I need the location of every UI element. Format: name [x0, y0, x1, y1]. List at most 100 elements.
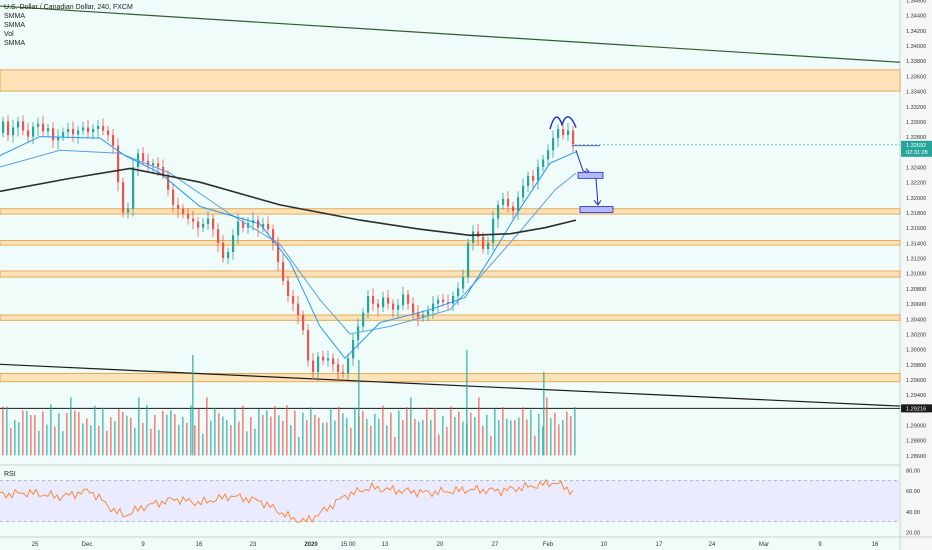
volume-bar	[46, 424, 48, 456]
candle-body	[182, 208, 185, 215]
candle-body	[192, 218, 195, 222]
candle-body	[97, 125, 100, 130]
candle-body	[172, 189, 175, 205]
candle-body	[242, 221, 245, 228]
volume-bar	[26, 411, 28, 456]
candle-body	[502, 198, 505, 205]
candle-body	[107, 130, 110, 136]
indicator-smma-3[interactable]: SMMA	[4, 40, 25, 47]
volume-bar	[418, 421, 420, 456]
volume-bar	[398, 410, 400, 456]
volume-bar	[62, 431, 64, 456]
indicator-smma-2[interactable]: SMMA	[4, 22, 25, 29]
volume-bar	[266, 410, 268, 456]
time-tick-label: 27	[492, 542, 499, 548]
candle-body	[482, 236, 485, 249]
price-tick-label: 1.33400	[906, 90, 926, 96]
volume-bar	[202, 433, 204, 456]
candle-body	[527, 176, 530, 186]
volume-bar	[486, 414, 488, 456]
volume-bar	[326, 422, 328, 456]
price-tick-label: 1.33000	[906, 120, 926, 126]
price-tick-label: 1.29600	[906, 378, 926, 384]
rsi-line	[0, 478, 574, 524]
volume-bar	[458, 411, 460, 456]
volume-bar	[158, 429, 160, 456]
volume-bar	[422, 419, 424, 456]
volume-bar	[350, 427, 352, 456]
volume-bar	[50, 404, 52, 456]
candle-body	[487, 242, 490, 249]
volume-bar	[310, 407, 312, 456]
time-tick-label: 25	[32, 542, 39, 548]
volume-bar	[162, 410, 164, 456]
volume-bar	[74, 410, 76, 456]
volume-bar	[254, 428, 256, 456]
volume-bar	[474, 417, 476, 456]
candle-body	[47, 128, 50, 132]
time-tick-label: Feb	[543, 542, 554, 548]
volume-bar	[258, 409, 260, 456]
volume-bar	[382, 405, 384, 456]
volume-bar	[470, 412, 472, 456]
price-tick-label: 1.30400	[906, 317, 926, 323]
time-tick-label: 23	[250, 542, 257, 548]
volume-bar	[262, 415, 264, 456]
price-axis-pane	[900, 0, 932, 550]
price-tick-label: 1.31000	[906, 272, 926, 278]
volume-bar	[514, 420, 516, 456]
candle-body	[512, 206, 515, 212]
candle-body	[562, 129, 565, 136]
volume-spike	[358, 360, 360, 456]
candle-body	[142, 153, 145, 161]
candle-body	[92, 129, 95, 133]
chart-legend: U.S. Dollar / Canadian Dollar, 240, FXCM…	[4, 3, 133, 48]
candle-body	[342, 371, 345, 374]
volume-bar	[342, 413, 344, 456]
candle-body	[462, 277, 465, 289]
candle-body	[552, 138, 555, 151]
volume-bar	[378, 418, 380, 456]
volume-bar	[54, 426, 56, 456]
volume-bar	[146, 404, 148, 456]
indicator-smma-1[interactable]: SMMA	[4, 13, 25, 20]
volume-bar	[518, 417, 520, 456]
volume-bar	[134, 427, 136, 456]
indicator-vol[interactable]: Vol	[4, 31, 14, 38]
volume-bar	[86, 418, 88, 456]
volume-bar	[230, 425, 232, 456]
volume-bar	[570, 415, 572, 456]
candle-body	[77, 130, 80, 135]
time-tick-label: 2020	[304, 542, 318, 548]
candle-body	[297, 303, 300, 315]
volume-bar	[30, 415, 32, 456]
candle-body	[312, 360, 315, 372]
time-tick-label: 10	[601, 542, 608, 548]
volume-bar	[210, 420, 212, 456]
price-tick-label: 1.32000	[906, 196, 926, 202]
candle-body	[347, 358, 350, 374]
time-tick-label: 13	[382, 542, 389, 548]
volume-bar	[306, 420, 308, 456]
target-box-2	[579, 206, 614, 213]
volume-bar	[34, 415, 36, 456]
candle-body	[427, 311, 430, 315]
volume-bar	[402, 419, 404, 456]
volume-bar	[238, 421, 240, 456]
volume-bar	[106, 430, 108, 456]
candle-body	[322, 356, 325, 361]
candle-body	[82, 127, 85, 131]
volume-bar	[126, 415, 128, 456]
volume-bar	[170, 410, 172, 456]
candle-body	[202, 223, 205, 228]
volume-bar	[318, 417, 320, 456]
time-tick-label: 24	[709, 542, 716, 548]
sr-zone-0	[0, 69, 901, 92]
candle-body	[292, 296, 295, 304]
candle-body	[432, 303, 435, 312]
volume-bar	[58, 413, 60, 456]
volume-bar	[150, 428, 152, 456]
rsi-label[interactable]: RSI	[4, 471, 16, 478]
